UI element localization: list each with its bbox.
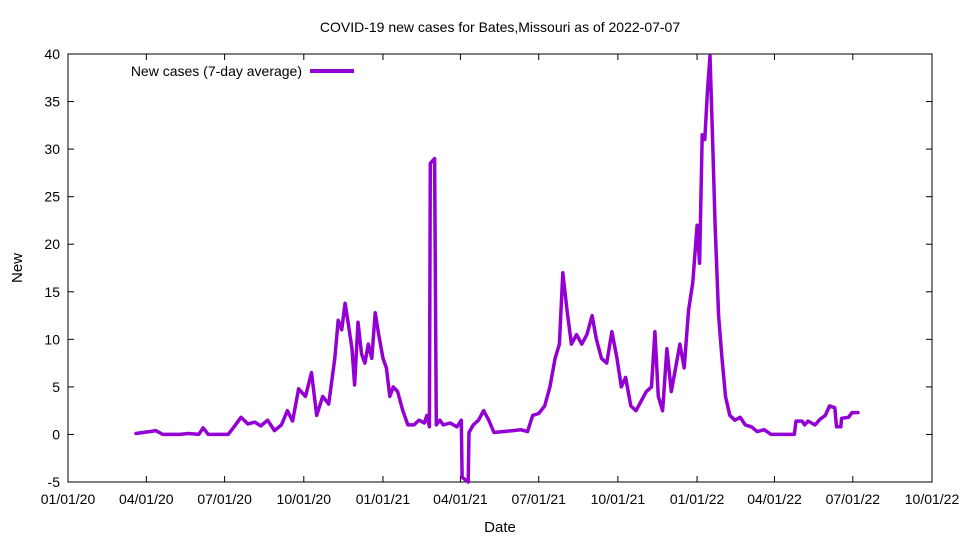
y-tick-label: 15 [44,284,60,300]
y-tick-label: 0 [52,426,60,442]
x-tick-label: 04/01/21 [433,491,488,507]
x-tick-label: 04/01/20 [119,491,174,507]
legend: New cases (7-day average) [131,63,354,79]
x-tick-label: 07/01/20 [197,491,252,507]
legend-entry-label: New cases (7-day average) [131,63,302,79]
y-tick-label: 20 [44,236,60,252]
chart-title: COVID-19 new cases for Bates,Missouri as… [320,19,680,35]
series-line-0 [134,54,860,484]
x-tick-label: 01/01/22 [670,491,725,507]
y-tick-label: 5 [52,379,60,395]
x-tick-label: 10/01/21 [591,491,646,507]
y-tick-label: 40 [44,46,60,62]
x-tick-label: 07/01/21 [511,491,566,507]
y-tick-label: 30 [44,141,60,157]
series-layer [134,54,860,484]
x-axis: 01/01/20 04/01/20 07/01/20 10/01/20 01/01/21… [41,54,960,507]
y-tick-label: 25 [44,189,60,205]
x-tick-label: 07/01/22 [826,491,881,507]
y-tick-label: 10 [44,331,60,347]
x-axis-label: Date [484,519,516,536]
y-axis-label: New [9,253,26,283]
x-tick-label: 10/01/22 [905,491,960,507]
y-tick-label: 35 [44,94,60,110]
x-tick-label: 10/01/20 [277,491,332,507]
plot-area-border [67,53,933,483]
x-tick-label: 01/01/20 [41,491,96,507]
y-tick-label: -5 [48,474,61,490]
x-tick-label: 04/01/22 [747,491,802,507]
x-tick-label: 01/01/21 [356,491,411,507]
y-axis: -5 0 5 10 15 20 25 30 35 40 [44,46,932,490]
